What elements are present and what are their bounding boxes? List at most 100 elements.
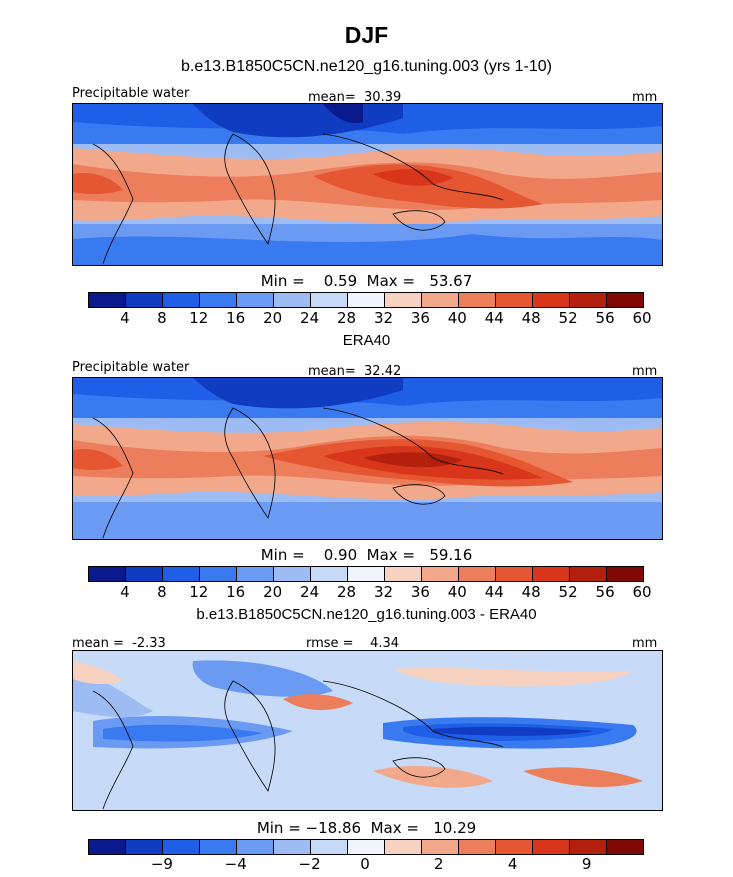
colorbar-swatch bbox=[422, 840, 459, 854]
colorbar-swatch bbox=[348, 293, 385, 307]
colorbar-swatch bbox=[311, 567, 348, 581]
colorbar-swatch bbox=[570, 293, 607, 307]
colorbar-swatch bbox=[422, 293, 459, 307]
colorbar-tick-label: 28 bbox=[336, 309, 357, 327]
colorbar-swatch bbox=[237, 840, 274, 854]
colorbar-tick-label: 48 bbox=[521, 583, 541, 601]
colorbar-tick-label: 36 bbox=[410, 583, 430, 601]
colorbar-tick-label: 40 bbox=[447, 583, 467, 601]
colorbar-tick-label: 28 bbox=[336, 583, 357, 601]
diff-panel-title: b.e13.B1850C5CN.ne120_g16.tuning.003 - E… bbox=[196, 606, 537, 623]
panel1-map bbox=[72, 103, 663, 266]
colorbar-swatch bbox=[385, 840, 422, 854]
panel2-units-label: mm bbox=[632, 364, 658, 379]
colorbar-swatch bbox=[459, 840, 496, 854]
panel3-colorbar-ticks: −9 −4 −2 0 2 4 9 bbox=[88, 855, 642, 875]
colorbar-tick-label: 9 bbox=[581, 855, 592, 873]
colorbar-swatch bbox=[126, 567, 163, 581]
panel3-minmax-label: Min = −18.86 Max = 10.29 bbox=[256, 819, 477, 837]
colorbar-tick-label: −4 bbox=[224, 855, 247, 873]
colorbar-swatch bbox=[496, 293, 533, 307]
colorbar-tick-label: 16 bbox=[226, 583, 246, 601]
panel1-units-label: mm bbox=[632, 90, 658, 105]
figure-title: DJF bbox=[344, 22, 389, 48]
panel3-colorbar bbox=[88, 839, 644, 855]
colorbar-swatch bbox=[348, 840, 385, 854]
colorbar-swatch bbox=[126, 840, 163, 854]
colorbar-swatch bbox=[385, 293, 422, 307]
colorbar-swatch bbox=[607, 567, 643, 581]
colorbar-tick-label: 4 bbox=[507, 855, 518, 873]
colorbar-swatch bbox=[607, 840, 643, 854]
panel1-contour-field bbox=[73, 104, 662, 265]
colorbar-swatch bbox=[274, 293, 311, 307]
panel2-variable-label: Precipitable water bbox=[72, 360, 190, 375]
colorbar-swatch bbox=[274, 567, 311, 581]
colorbar-swatch bbox=[570, 840, 607, 854]
colorbar-swatch bbox=[496, 840, 533, 854]
colorbar-tick-label: 12 bbox=[189, 583, 209, 601]
panel2-map bbox=[72, 377, 663, 540]
colorbar-swatch bbox=[163, 567, 200, 581]
colorbar-swatch bbox=[459, 293, 496, 307]
colorbar-tick-label: 8 bbox=[157, 583, 167, 601]
colorbar-tick-label: −2 bbox=[298, 855, 321, 873]
colorbar-swatch bbox=[570, 567, 607, 581]
panel3-map bbox=[72, 650, 663, 811]
colorbar-tick-label: 60 bbox=[632, 309, 652, 327]
panel1-colorbar bbox=[88, 292, 644, 308]
colorbar-swatch bbox=[311, 840, 348, 854]
colorbar-swatch bbox=[89, 293, 126, 307]
colorbar-tick-label: 60 bbox=[632, 583, 652, 601]
panel1-mean-label: mean= 30.39 bbox=[308, 90, 402, 105]
colorbar-tick-label: 8 bbox=[157, 309, 167, 327]
colorbar-tick-label: 44 bbox=[484, 583, 504, 601]
panel1-colorbar-ticks: 4 8 12 16 20 24 28 32 36 40 44 48 52 56 … bbox=[88, 309, 651, 329]
colorbar-swatch bbox=[163, 840, 200, 854]
colorbar-tick-label: 52 bbox=[558, 583, 578, 601]
colorbar-tick-label: −9 bbox=[150, 855, 173, 873]
colorbar-tick-label: 4 bbox=[120, 309, 130, 327]
colorbar-tick-label: 24 bbox=[300, 309, 320, 327]
colorbar-tick-label: 2 bbox=[434, 855, 444, 873]
colorbar-tick-label: 4 bbox=[120, 583, 130, 601]
colorbar-tick-label: 32 bbox=[373, 583, 394, 601]
colorbar-swatch bbox=[311, 293, 348, 307]
colorbar-swatch bbox=[89, 840, 126, 854]
colorbar-tick-label: 20 bbox=[263, 583, 283, 601]
colorbar-swatch bbox=[200, 567, 237, 581]
colorbar-swatch bbox=[496, 567, 533, 581]
colorbar-tick-label: 12 bbox=[189, 309, 209, 327]
colorbar-tick-label: 52 bbox=[558, 309, 578, 327]
model-panel-title: b.e13.B1850C5CN.ne120_g16.tuning.003 (yr… bbox=[181, 58, 552, 75]
obs-panel-title: ERA40 bbox=[342, 332, 391, 349]
colorbar-tick-label: 56 bbox=[595, 309, 615, 327]
colorbar-tick-label: 56 bbox=[595, 583, 615, 601]
colorbar-swatch bbox=[89, 567, 126, 581]
colorbar-swatch bbox=[533, 840, 570, 854]
colorbar-swatch bbox=[237, 567, 274, 581]
colorbar-swatch bbox=[126, 293, 163, 307]
panel2-contour-field bbox=[73, 378, 662, 539]
colorbar-swatch bbox=[163, 293, 200, 307]
panel1-variable-label: Precipitable water bbox=[72, 86, 190, 101]
colorbar-tick-label: 0 bbox=[360, 855, 370, 873]
colorbar-swatch bbox=[533, 567, 570, 581]
panel3-mean-label: mean = -2.33 bbox=[72, 636, 166, 651]
colorbar-tick-label: 16 bbox=[226, 309, 246, 327]
panel1-minmax-label: Min = 0.59 Max = 53.67 bbox=[260, 272, 473, 290]
panel3-units-label: mm bbox=[632, 636, 658, 651]
colorbar-swatch bbox=[607, 293, 643, 307]
panel2-colorbar bbox=[88, 566, 644, 582]
colorbar-tick-label: 44 bbox=[484, 309, 504, 327]
colorbar-swatch bbox=[385, 567, 422, 581]
colorbar-tick-label: 48 bbox=[521, 309, 541, 327]
panel2-mean-label: mean= 32.42 bbox=[308, 364, 402, 379]
panel2-colorbar-ticks: 4 8 12 16 20 24 28 32 36 40 44 48 52 56 … bbox=[88, 583, 651, 603]
colorbar-tick-label: 32 bbox=[373, 309, 394, 327]
colorbar-tick-label: 20 bbox=[263, 309, 283, 327]
colorbar-swatch bbox=[459, 567, 496, 581]
colorbar-swatch bbox=[237, 293, 274, 307]
colorbar-swatch bbox=[200, 293, 237, 307]
panel3-contour-field bbox=[73, 651, 662, 810]
